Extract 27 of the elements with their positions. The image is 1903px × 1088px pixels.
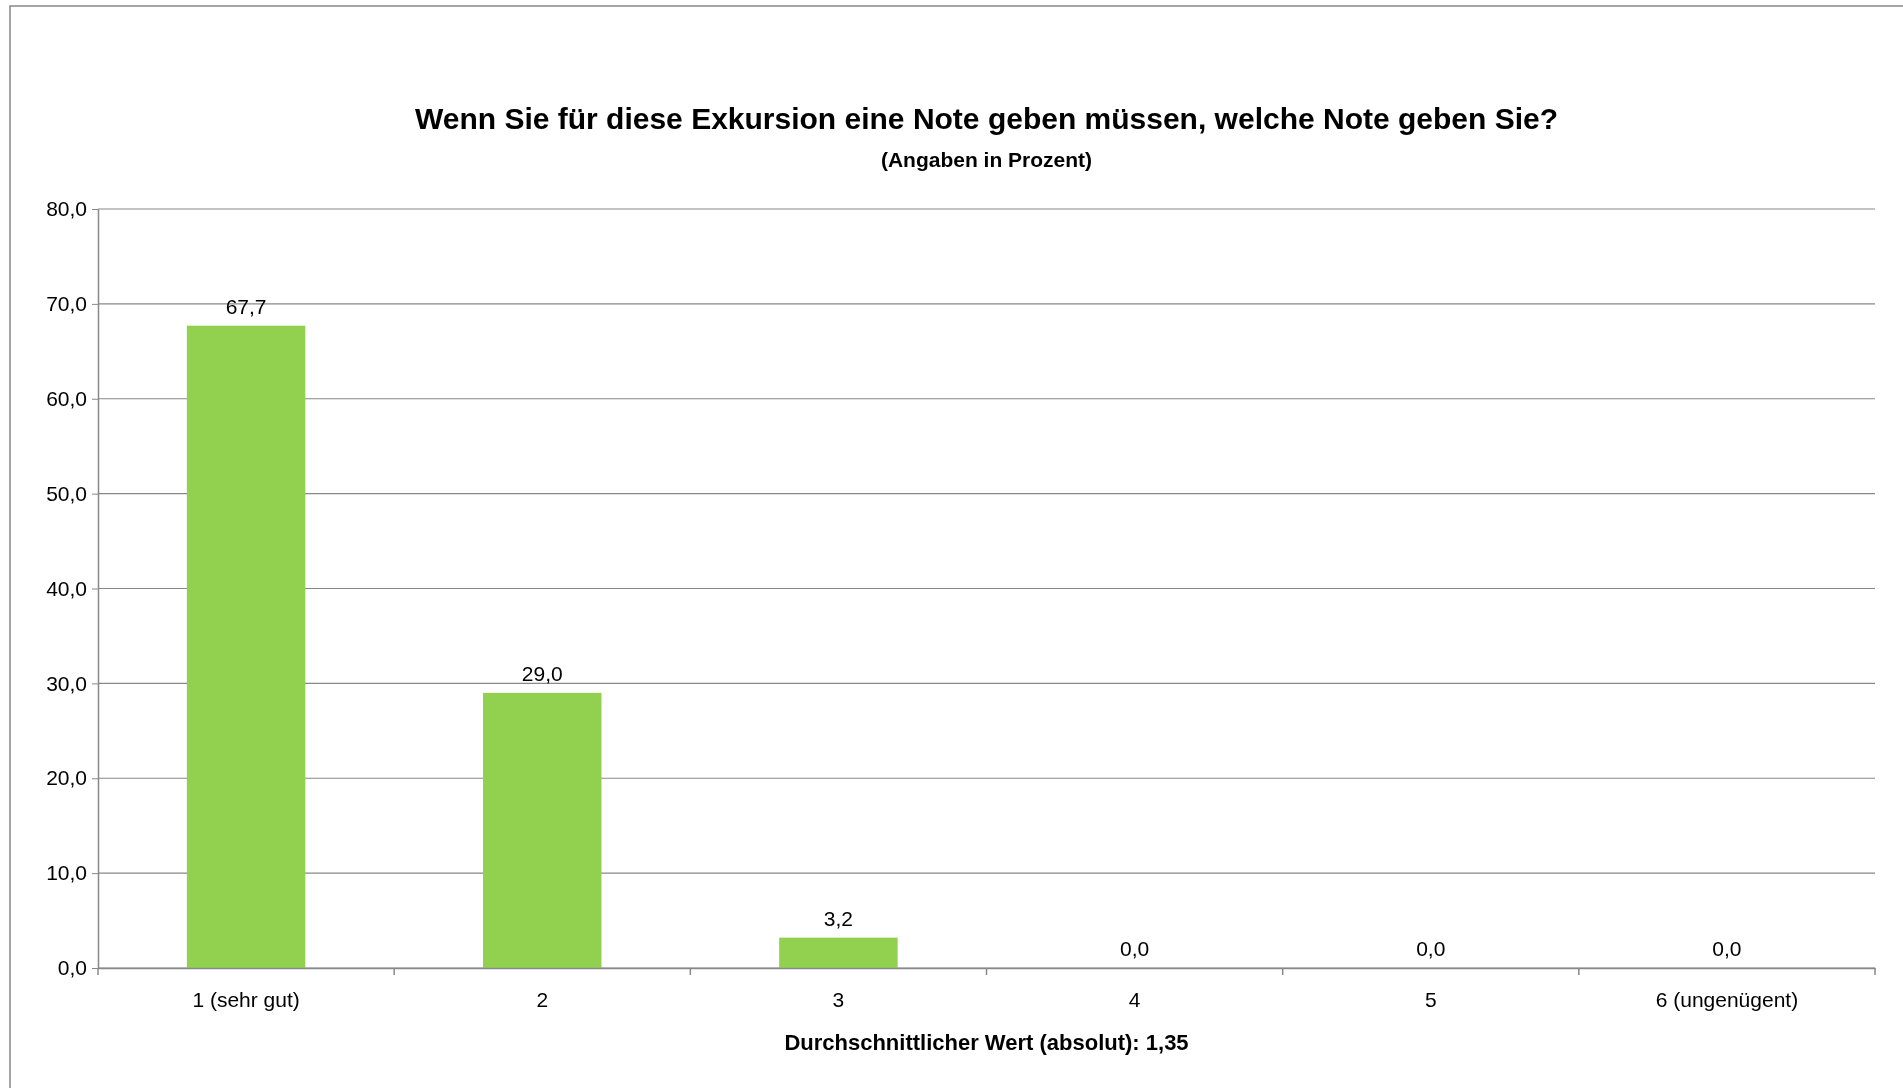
bar	[186, 325, 306, 968]
chart-title: Wenn Sie für diese Exkursion eine Note geben müssen, welche Note geben Sie?	[414, 102, 1559, 135]
y-tick-label: 10,0	[46, 861, 87, 885]
x-tick-label: 4	[1128, 987, 1141, 1011]
x-tick-label: 3	[832, 987, 845, 1011]
data-label: 29,0	[521, 661, 563, 685]
x-tick-label: 2	[536, 987, 549, 1011]
data-label: 3,2	[823, 906, 854, 930]
bar	[483, 692, 602, 968]
x-tick-label: 5	[1424, 987, 1437, 1011]
x-tick-label: 1 (sehr gut)	[192, 987, 300, 1011]
x-axis-title: Durchschnittlicher Wert (absolut): 1,35	[784, 1030, 1189, 1055]
data-label: 0,0	[1119, 937, 1150, 960]
y-tick-label: 50,0	[46, 481, 87, 505]
y-tick-label: 80,0	[46, 197, 87, 221]
y-tick-label: 70,0	[46, 292, 87, 316]
bar	[779, 937, 898, 968]
chart-subtitle: (Angaben in Prozent)	[880, 148, 1093, 171]
y-tick-label: 20,0	[46, 766, 87, 790]
data-label: 67,7	[225, 294, 267, 318]
data-label: 0,0	[1416, 937, 1446, 960]
y-tick-label: 0,0	[57, 956, 87, 980]
data-label: 0,0	[1712, 937, 1742, 960]
y-tick-label: 40,0	[46, 576, 87, 600]
y-tick-label: 30,0	[46, 671, 87, 695]
x-tick-label: 6 (ungenügent)	[1655, 987, 1799, 1011]
y-tick-label: 60,0	[46, 386, 87, 410]
